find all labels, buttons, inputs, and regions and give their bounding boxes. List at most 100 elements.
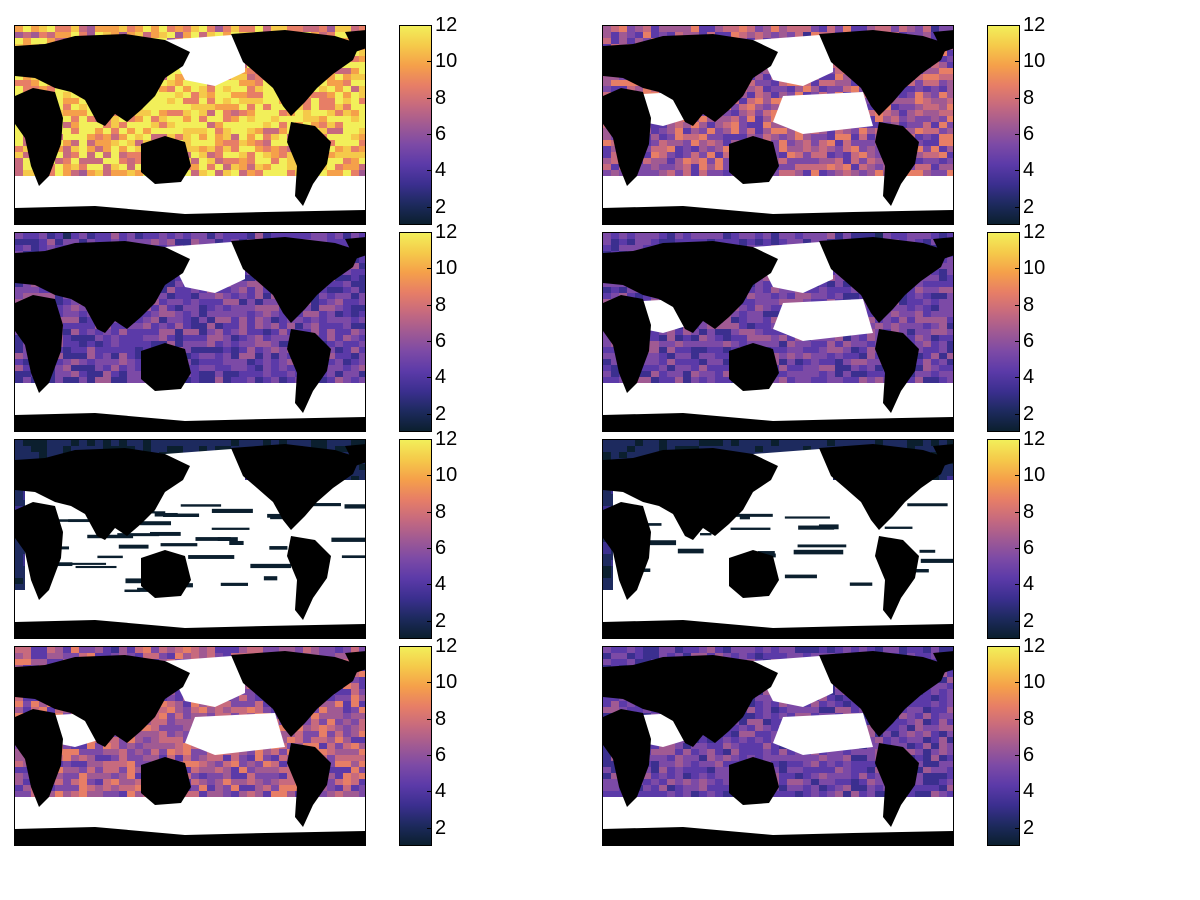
ocean-streak — [220, 582, 249, 586]
land-mass — [345, 444, 365, 466]
land-mass — [345, 30, 365, 52]
colorbar-tick-label: 10 — [1023, 257, 1046, 280]
ocean-streak — [305, 503, 341, 507]
map-panel-row2-right — [602, 232, 954, 432]
colorbar-tick-label: 10 — [435, 464, 458, 487]
colorbar-tick-mark — [1015, 268, 1020, 270]
colorbar-tick-mark — [1015, 827, 1020, 829]
land-mass — [15, 34, 190, 126]
colorbar-tick-label: 10 — [1023, 464, 1046, 487]
land-mass — [603, 620, 953, 638]
colorbar-tick-mark — [427, 25, 432, 26]
land-mass — [141, 757, 191, 805]
map-panel-row1-right — [602, 25, 954, 225]
ocean-streak — [263, 576, 278, 581]
colorbar-tick-label: 2 — [435, 816, 447, 839]
colorbar-tick-label: 2 — [1023, 402, 1035, 425]
colorbar-tick-mark — [1015, 511, 1020, 513]
ocean-streak — [700, 533, 712, 536]
land-mass — [141, 136, 191, 184]
map-heatmap — [15, 647, 365, 845]
ocean-streak — [797, 544, 847, 548]
colorbar-tick-label: 2 — [435, 195, 447, 218]
colorbar-tick-label: 6 — [435, 537, 447, 560]
land-mass — [603, 827, 953, 845]
ocean-streak — [117, 533, 160, 537]
colorbar-tick-mark — [1015, 584, 1020, 586]
ocean-streak — [784, 574, 817, 579]
land-mass — [15, 295, 63, 393]
land-mass — [603, 206, 953, 224]
land-mass — [933, 444, 953, 466]
colorbar-tick-mark — [1015, 475, 1020, 477]
ocean-streak — [124, 589, 141, 593]
masked-region — [165, 655, 245, 707]
ocean-streak — [739, 515, 750, 520]
masked-region — [773, 92, 873, 134]
land-mass — [231, 651, 360, 737]
ocean-streak — [269, 546, 288, 550]
map-panel-row2-left — [14, 232, 366, 432]
colorbar-tick-label: 10 — [1023, 671, 1046, 694]
colorbar-tick-mark — [427, 475, 432, 477]
colorbar-tick-label: 12 — [435, 221, 458, 243]
colorbar — [987, 25, 1020, 225]
map-panel-row3-left — [14, 439, 366, 639]
land-mass — [729, 550, 779, 598]
land-mass — [603, 241, 778, 333]
colorbar-tick-mark — [1015, 791, 1020, 793]
colorbar-tick-label: 6 — [1023, 537, 1035, 560]
ocean-streak — [211, 508, 253, 513]
colorbar-tick-mark — [427, 97, 432, 99]
colorbar-tick-mark — [427, 718, 432, 720]
ocean-streak — [730, 527, 771, 530]
ocean-streak — [920, 558, 953, 563]
colorbar-tick-label: 4 — [435, 159, 447, 182]
ocean-streak — [211, 527, 250, 530]
ocean-streak — [75, 565, 117, 569]
masked-region — [773, 299, 873, 341]
ocean-streak — [344, 504, 365, 509]
land-mass — [141, 343, 191, 391]
ocean-streak — [849, 582, 873, 586]
colorbar-tick-label: 2 — [1023, 609, 1035, 632]
colorbar-tick-mark — [1015, 439, 1020, 440]
ocean-streak — [728, 513, 773, 517]
colorbar — [399, 232, 432, 432]
colorbar-tick-label: 4 — [435, 573, 447, 596]
colorbar-tick-mark — [427, 413, 432, 415]
land-mass — [15, 448, 190, 540]
land-mass — [15, 709, 63, 807]
land-mass — [603, 34, 778, 126]
colorbar-tick-mark — [427, 170, 432, 172]
land-mass — [15, 413, 365, 431]
land-mass — [603, 413, 953, 431]
land-mass — [231, 237, 360, 323]
colorbar-tick-label: 10 — [435, 257, 458, 280]
land-mass — [819, 237, 948, 323]
map-panel-row4-left — [14, 646, 366, 846]
colorbar-tick-label: 10 — [435, 50, 458, 73]
colorbar-tick-mark — [427, 341, 432, 343]
land-mass — [603, 502, 651, 600]
colorbar — [399, 439, 432, 639]
ocean-streak — [677, 548, 704, 554]
ocean-streak — [45, 519, 90, 522]
colorbar-tick-mark — [427, 439, 432, 440]
colorbar-tick-mark — [427, 377, 432, 379]
colorbar-tick-label: 8 — [435, 293, 447, 316]
land-mass — [875, 329, 919, 413]
colorbar-tick-label: 8 — [435, 500, 447, 523]
land-mass — [729, 343, 779, 391]
land-mass — [15, 655, 190, 747]
colorbar-tick-label: 4 — [435, 366, 447, 389]
masked-region — [165, 241, 245, 293]
colorbar-tick-mark — [427, 755, 432, 757]
colorbar-tick-mark — [1015, 377, 1020, 379]
land-mass — [603, 88, 651, 186]
ocean-streak — [793, 549, 844, 555]
land-mass — [287, 743, 331, 827]
land-mass — [603, 709, 651, 807]
colorbar-tick-label: 4 — [1023, 780, 1035, 803]
colorbar-tick-mark — [427, 827, 432, 829]
